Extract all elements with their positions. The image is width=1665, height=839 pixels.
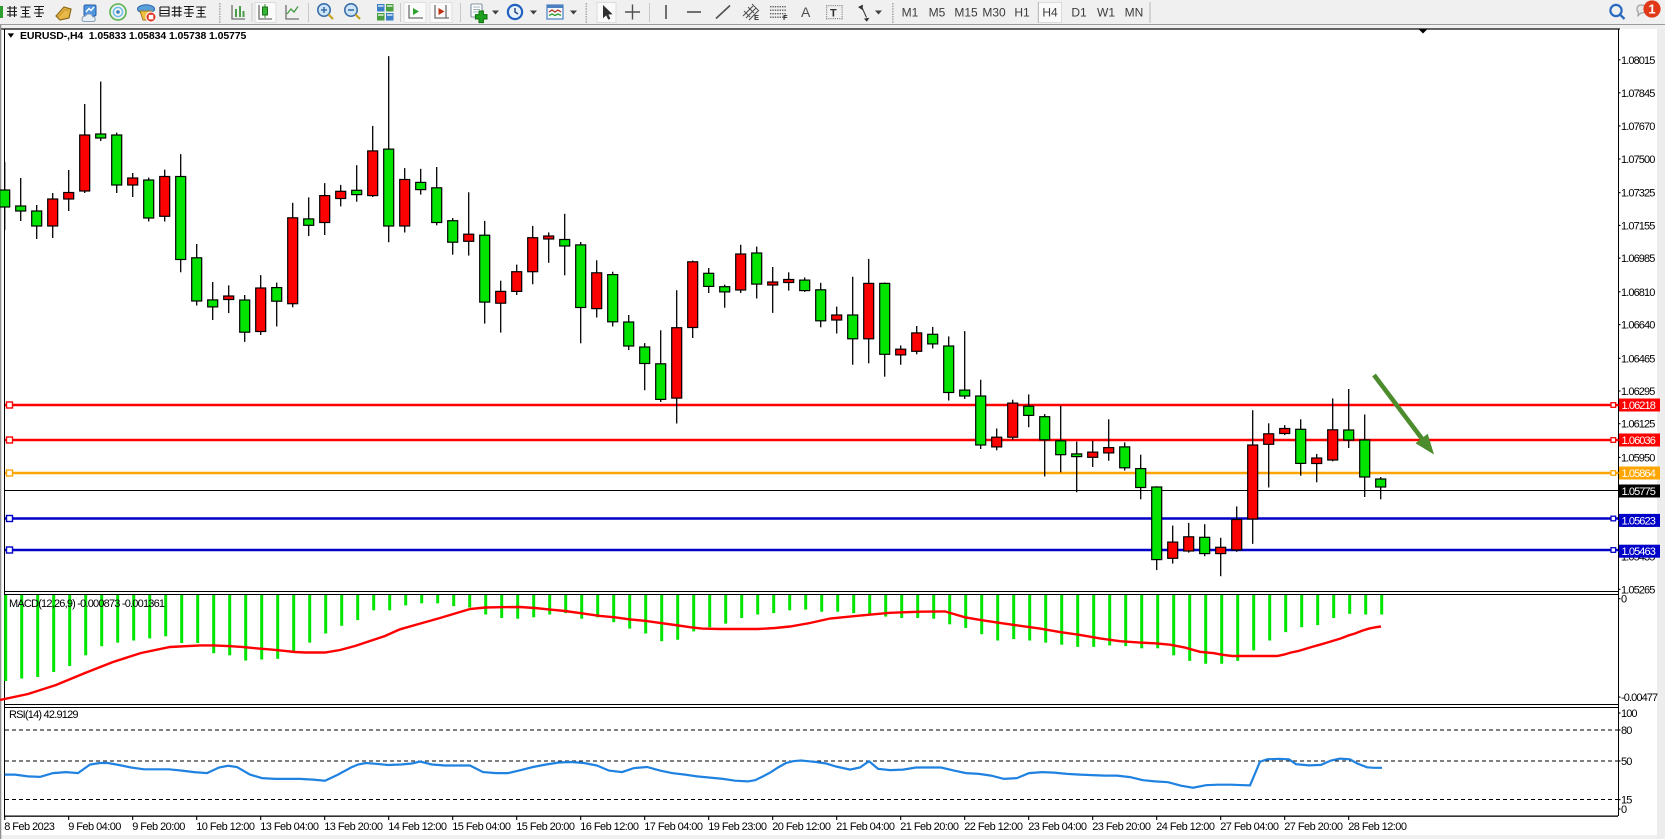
- svg-text:1.06125: 1.06125: [1621, 419, 1655, 431]
- svg-text:15 Feb 04:00: 15 Feb 04:00: [452, 821, 511, 833]
- svg-text:1.07670: 1.07670: [1621, 121, 1655, 133]
- svg-text:T: T: [830, 8, 837, 20]
- svg-text:27 Feb 20:00: 27 Feb 20:00: [1284, 821, 1343, 833]
- svg-text:W1: W1: [1097, 6, 1115, 20]
- svg-text:10 Feb 12:00: 10 Feb 12:00: [196, 821, 255, 833]
- svg-text:1.06218: 1.06218: [1622, 400, 1656, 412]
- svg-text:20 Feb 12:00: 20 Feb 12:00: [772, 821, 831, 833]
- svg-text:1.05463: 1.05463: [1622, 546, 1656, 558]
- svg-text:EURUSD-,H4 1.05833 1.05834 1.: EURUSD-,H4 1.05833 1.05834 1.05738 1.057…: [20, 30, 247, 42]
- svg-text:1.05864: 1.05864: [1622, 468, 1656, 480]
- svg-text:1.06985: 1.06985: [1621, 253, 1655, 265]
- svg-text:E: E: [754, 13, 759, 22]
- svg-text:M1: M1: [902, 6, 919, 20]
- svg-text:1.05265: 1.05265: [1621, 584, 1655, 596]
- svg-text:16 Feb 12:00: 16 Feb 12:00: [580, 821, 639, 833]
- svg-text:22 Feb 12:00: 22 Feb 12:00: [964, 821, 1023, 833]
- svg-text:9 Feb 20:00: 9 Feb 20:00: [132, 821, 185, 833]
- svg-text:15: 15: [1621, 795, 1632, 807]
- svg-text:19 Feb 23:00: 19 Feb 23:00: [708, 821, 767, 833]
- svg-text:17 Feb 04:00: 17 Feb 04:00: [644, 821, 703, 833]
- svg-text:23 Feb 04:00: 23 Feb 04:00: [1028, 821, 1087, 833]
- svg-text:-0.00477: -0.00477: [1621, 692, 1658, 704]
- svg-text:0: 0: [1621, 804, 1627, 816]
- svg-text:1.08015: 1.08015: [1621, 55, 1655, 67]
- svg-text:9 Feb 04:00: 9 Feb 04:00: [68, 821, 121, 833]
- svg-text:27 Feb 04:00: 27 Feb 04:00: [1220, 821, 1279, 833]
- svg-text:1.05950: 1.05950: [1621, 452, 1655, 464]
- svg-text:H1: H1: [1014, 6, 1030, 20]
- svg-text:14 Feb 12:00: 14 Feb 12:00: [388, 821, 447, 833]
- svg-text:1.06036: 1.06036: [1622, 435, 1656, 447]
- svg-text:H4: H4: [1042, 6, 1058, 20]
- svg-text:13 Feb 04:00: 13 Feb 04:00: [260, 821, 319, 833]
- svg-text:MACD(12,26,9) -0.000873 -0.001: MACD(12,26,9) -0.000873 -0.001361: [9, 598, 165, 610]
- svg-text:1.06810: 1.06810: [1621, 287, 1655, 299]
- svg-text:21 Feb 20:00: 21 Feb 20:00: [900, 821, 959, 833]
- svg-text:1.06295: 1.06295: [1621, 386, 1655, 398]
- svg-text:D1: D1: [1071, 6, 1087, 20]
- svg-text:F: F: [783, 13, 788, 22]
- svg-text:M30: M30: [982, 6, 1006, 20]
- svg-text:1.07155: 1.07155: [1621, 220, 1655, 232]
- svg-text:24 Feb 12:00: 24 Feb 12:00: [1156, 821, 1215, 833]
- svg-text:1: 1: [1648, 2, 1655, 17]
- svg-text:1.06640: 1.06640: [1621, 320, 1655, 332]
- svg-text:1.07845: 1.07845: [1621, 88, 1655, 100]
- svg-text:MN: MN: [1125, 6, 1144, 20]
- svg-text:21 Feb 04:00: 21 Feb 04:00: [836, 821, 895, 833]
- svg-text:A: A: [801, 4, 811, 20]
- svg-text:28 Feb 12:00: 28 Feb 12:00: [1348, 821, 1407, 833]
- svg-text:0: 0: [1621, 594, 1627, 606]
- svg-text:1.05775: 1.05775: [1622, 486, 1656, 498]
- svg-text:1.07500: 1.07500: [1621, 154, 1655, 166]
- svg-text:23 Feb 20:00: 23 Feb 20:00: [1092, 821, 1151, 833]
- svg-text:80: 80: [1621, 725, 1632, 737]
- svg-text:M5: M5: [929, 6, 946, 20]
- svg-text:M15: M15: [954, 6, 978, 20]
- svg-text:8 Feb 2023: 8 Feb 2023: [4, 821, 55, 833]
- svg-text:1.05623: 1.05623: [1622, 515, 1656, 527]
- svg-text:100: 100: [1621, 708, 1637, 720]
- svg-text:13 Feb 20:00: 13 Feb 20:00: [324, 821, 383, 833]
- svg-text:50: 50: [1621, 756, 1632, 768]
- svg-text:1.07325: 1.07325: [1621, 188, 1655, 200]
- svg-text:15 Feb 20:00: 15 Feb 20:00: [516, 821, 575, 833]
- svg-text:RSI(14) 42.9129: RSI(14) 42.9129: [9, 709, 78, 721]
- svg-text:1.06465: 1.06465: [1621, 353, 1655, 365]
